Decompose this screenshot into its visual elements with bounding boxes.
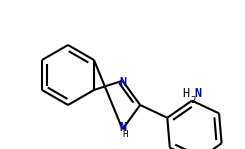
Text: N: N <box>119 76 126 89</box>
Text: 2: 2 <box>190 96 196 105</box>
Text: N: N <box>119 121 126 134</box>
Text: H: H <box>123 130 128 139</box>
Text: N: N <box>194 87 201 100</box>
Text: H: H <box>182 87 189 100</box>
